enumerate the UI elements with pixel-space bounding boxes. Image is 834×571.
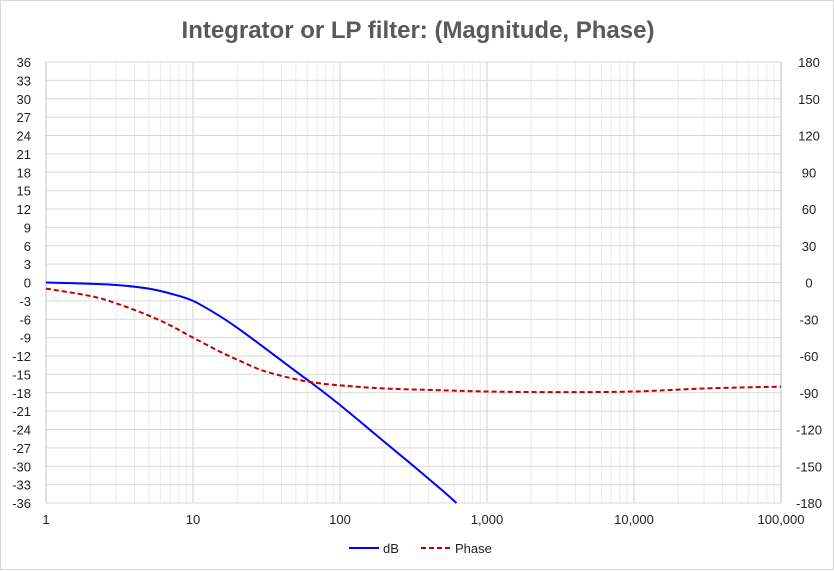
y-left-tick-label: -24 [12, 423, 31, 438]
x-tick-label: 100 [329, 512, 351, 527]
y-left-tick-label: 3 [24, 257, 31, 272]
x-tick-label: 10 [186, 512, 200, 527]
legend: dB Phase [349, 541, 492, 556]
y-right-tick-label: 0 [805, 276, 812, 291]
series-line-db [45, 281, 458, 504]
y-left-tick-label: 12 [17, 202, 31, 217]
series-line-phase [45, 287, 782, 394]
y-right-tick-label: -90 [800, 386, 819, 401]
y-left-tick-label: -6 [19, 312, 31, 327]
chart-title: Integrator or LP filter: (Magnitude, Pha… [182, 17, 655, 44]
y-left-tick-label: 0 [24, 276, 31, 291]
legend-label-db: dB [383, 541, 399, 556]
y-right-tick-label: 60 [802, 202, 816, 217]
y-left-tick-label: -9 [19, 331, 31, 346]
x-tick-label: 1,000 [471, 512, 504, 527]
y-right-tick-label: 30 [802, 239, 816, 254]
axis-tick-labels: 1 10 100 1,000 10,000 100,0003633302724211815… [12, 55, 822, 527]
y-left-tick-label: 27 [17, 110, 31, 125]
y-left-tick-label: 18 [17, 165, 31, 180]
y-left-tick-label: -33 [12, 478, 31, 493]
y-left-tick-label: 36 [17, 55, 31, 70]
y-right-tick-label: -30 [800, 312, 819, 327]
y-left-tick-label: -27 [12, 441, 31, 456]
y-left-tick-label: 9 [24, 220, 31, 235]
y-left-tick-label: -21 [12, 404, 31, 419]
y-left-tick-label: -12 [12, 349, 31, 364]
y-left-tick-label: 15 [17, 184, 31, 199]
y-left-tick-label: 6 [24, 239, 31, 254]
y-left-tick-label: 24 [17, 129, 31, 144]
y-left-tick-label: -18 [12, 386, 31, 401]
y-left-tick-label: 30 [17, 92, 31, 107]
y-left-tick-label: -30 [12, 459, 31, 474]
y-right-tick-label: 150 [798, 92, 820, 107]
legend-label-phase: Phase [455, 541, 492, 556]
y-left-tick-label: 21 [17, 147, 31, 162]
y-left-tick-label: -36 [12, 496, 31, 511]
series-lines [45, 281, 782, 504]
x-tick-label: 100,000 [758, 512, 805, 527]
y-right-tick-label: -150 [796, 459, 822, 474]
y-left-tick-label: -3 [19, 294, 31, 309]
major-gridlines [45, 61, 782, 504]
y-left-tick-label: 33 [17, 73, 31, 88]
y-left-tick-label: -15 [12, 367, 31, 382]
y-right-tick-label: 90 [802, 165, 816, 180]
y-right-tick-label: -60 [800, 349, 819, 364]
y-right-tick-label: 180 [798, 55, 820, 70]
y-right-tick-label: -180 [796, 496, 822, 511]
y-right-tick-label: 120 [798, 129, 820, 144]
x-tick-label: 1 [42, 512, 49, 527]
x-tick-label: 10,000 [614, 512, 654, 527]
y-right-tick-label: -120 [796, 423, 822, 438]
